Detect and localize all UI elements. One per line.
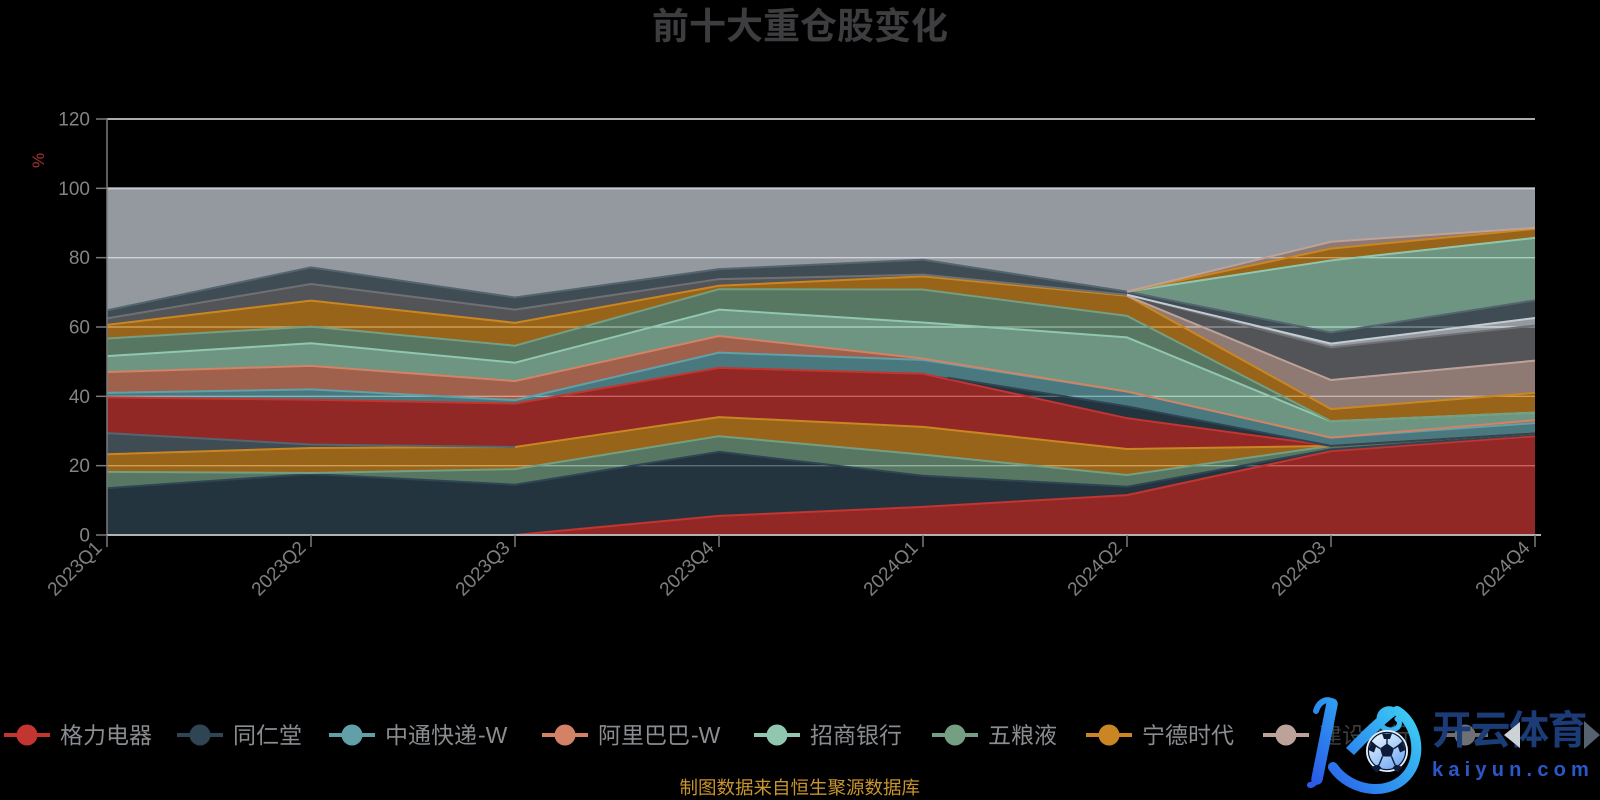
svg-text:20: 20: [69, 456, 90, 477]
svg-text:%: %: [29, 153, 48, 168]
svg-text:60: 60: [69, 318, 90, 339]
svg-text:40: 40: [69, 387, 90, 408]
svg-text:80: 80: [69, 248, 90, 269]
svg-text:0: 0: [79, 526, 90, 547]
svg-text:kaiyun.com: kaiyun.com: [1432, 759, 1594, 781]
svg-text:100: 100: [58, 179, 90, 200]
svg-text:-W: -W: [691, 722, 721, 748]
svg-text:-W: -W: [478, 722, 508, 748]
svg-text:120: 120: [58, 110, 90, 131]
